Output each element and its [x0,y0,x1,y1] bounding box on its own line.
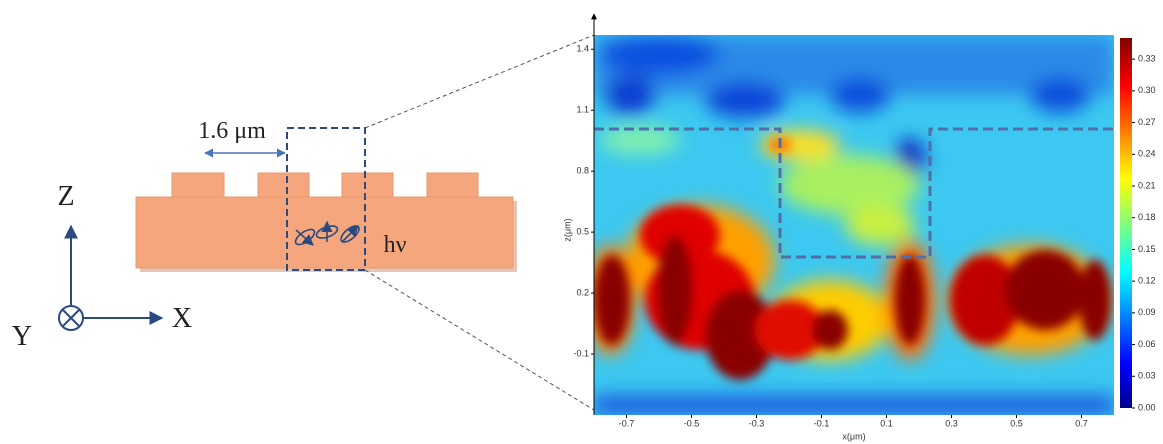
z-tick-label: 1.4 [576,44,589,54]
schematic: 1.6 μm hν Z X Y [12,34,595,411]
colorbar-tick-label: 0.18 [1138,212,1156,222]
colorbar-tick-label: 0.33 [1138,54,1156,64]
colorbar-tick-label: 0.24 [1138,149,1156,159]
x-axis-label: x(μm) [842,431,865,441]
colorbar-tick-label: 0.06 [1138,339,1156,349]
colorbar-tick-label: 0.03 [1138,371,1156,381]
x-tick-label: -0.3 [749,418,765,428]
colorbar-tick-label: 0.09 [1138,307,1156,317]
x-tick-label: -0.1 [814,418,830,428]
colorbar-tick-label: 0.00 [1138,402,1156,412]
z-axis-label: z(μm) [562,218,572,241]
colorbar-tick-label: 0.15 [1138,244,1156,254]
z-tick-label: 0.8 [576,166,589,176]
photon-label: hν [384,232,407,258]
colorbar [1120,38,1132,408]
axis-y-label: Y [12,321,32,352]
colorbar-tick-label: 0.12 [1138,276,1156,286]
axis-z-label: Z [57,181,74,212]
colorbar-tick-label: 0.21 [1138,180,1156,190]
x-tick-label: 0.1 [880,418,893,428]
x-tick-label: 0.5 [1010,418,1023,428]
colorbar-tick-label: 0.30 [1138,85,1156,95]
x-tick-label: 0.3 [945,418,958,428]
field-map-image [594,35,1114,415]
x-tick-label: 0.7 [1075,418,1088,428]
period-label: 1.6 μm [198,118,266,144]
z-tick-label: -0.1 [573,348,589,358]
z-tick-label: 0.5 [576,226,589,236]
axis-x-label: X [172,303,192,334]
x-tick-label: -0.5 [684,418,700,428]
colorbar-tick-label: 0.27 [1138,117,1156,127]
z-tick-label: 1.1 [576,105,589,115]
z-tick-label: 0.2 [576,287,589,297]
x-tick-label: -0.7 [619,418,635,428]
